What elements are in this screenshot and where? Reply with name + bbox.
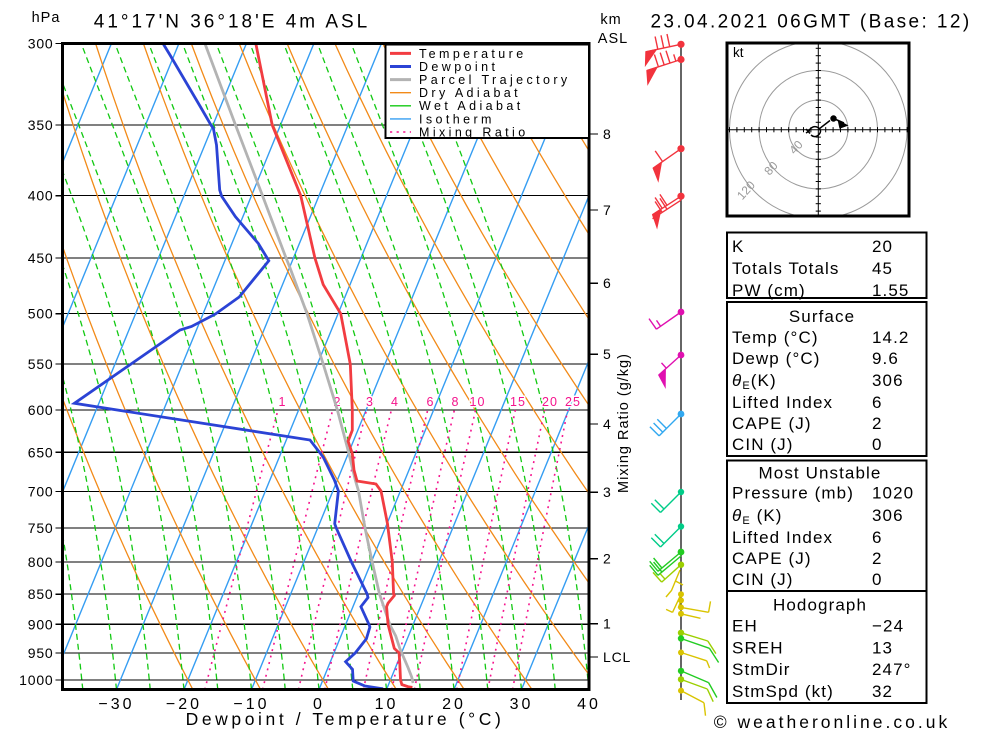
svg-text:CAPE (J): CAPE (J) [732,549,812,568]
svg-text:0: 0 [313,696,325,713]
svg-text:hPa: hPa [32,10,61,26]
svg-text:Temperature: Temperature [419,47,527,61]
svg-text:ASL: ASL [598,31,628,47]
svg-text:Most Unstable: Most Unstable [759,464,882,483]
svg-text:500: 500 [28,306,54,322]
svg-text:550: 550 [28,356,54,372]
svg-text:Mixing Ratio (g/kg): Mixing Ratio (g/kg) [616,353,632,493]
svg-text:5: 5 [603,346,612,362]
svg-text:30: 30 [510,696,534,713]
svg-text:750: 750 [28,520,54,536]
svg-text:θE (K): θE (K) [732,506,783,527]
svg-text:CIN (J): CIN (J) [732,435,794,454]
svg-text:1.55: 1.55 [872,281,910,300]
svg-text:10: 10 [375,696,399,713]
svg-text:32: 32 [872,682,893,701]
svg-text:Mixing Ratio: Mixing Ratio [419,125,529,139]
svg-text:Lifted Index: Lifted Index [732,528,833,547]
svg-text:20: 20 [442,696,466,713]
svg-text:SREH: SREH [732,639,784,658]
svg-text:7: 7 [603,202,612,218]
svg-text:km: km [600,12,621,28]
svg-text:Hodograph: Hodograph [773,596,867,615]
svg-text:306: 306 [872,371,904,390]
svg-text:900: 900 [28,616,54,632]
svg-text:400: 400 [28,188,54,204]
svg-text:Dewp (°C): Dewp (°C) [732,349,820,368]
svg-text:950: 950 [28,645,54,661]
svg-text:8: 8 [452,395,460,409]
svg-text:3: 3 [366,395,374,409]
svg-text:40: 40 [577,696,601,713]
svg-text:1020: 1020 [872,484,914,503]
svg-text:6: 6 [872,528,883,547]
svg-text:Dewpoint: Dewpoint [419,60,498,74]
svg-text:1: 1 [603,616,612,632]
svg-text:15: 15 [510,395,526,409]
svg-text:−30: −30 [98,696,134,713]
svg-text:Totals Totals: Totals Totals [732,259,840,278]
svg-text:9.6: 9.6 [872,349,899,368]
svg-text:45: 45 [872,259,893,278]
svg-text:600: 600 [28,402,54,418]
svg-text:PW (cm): PW (cm) [732,281,806,300]
svg-text:© weatheronline.co.uk: © weatheronline.co.uk [714,712,950,732]
svg-text:20: 20 [872,237,893,256]
svg-text:14.2: 14.2 [872,328,910,347]
svg-text:Surface: Surface [789,307,855,326]
svg-text:−10: −10 [233,696,269,713]
svg-text:Wet Adiabat: Wet Adiabat [419,99,524,113]
svg-text:850: 850 [28,586,54,602]
svg-text:CIN (J): CIN (J) [732,570,794,589]
svg-text:800: 800 [28,554,54,570]
svg-text:700: 700 [28,483,54,499]
svg-text:Parcel Trajectory: Parcel Trajectory [419,73,571,87]
svg-text:4: 4 [391,395,399,409]
svg-text:3: 3 [603,484,612,500]
svg-text:Temp (°C): Temp (°C) [732,328,819,347]
svg-text:6: 6 [427,395,435,409]
svg-text:2: 2 [872,414,883,433]
svg-text:0: 0 [872,435,883,454]
svg-text:LCL: LCL [603,649,631,665]
svg-text:6: 6 [872,393,883,412]
svg-text:350: 350 [28,117,54,133]
svg-text:EH: EH [732,617,758,636]
svg-text:20: 20 [542,395,558,409]
svg-text:41°17'N 36°18'E 4m ASL: 41°17'N 36°18'E 4m ASL [94,12,370,33]
svg-text:Isotherm: Isotherm [419,112,495,126]
svg-text:2: 2 [603,551,612,567]
svg-text:Lifted Index: Lifted Index [732,393,833,412]
svg-text:10: 10 [470,395,486,409]
svg-text:StmSpd (kt): StmSpd (kt) [732,682,834,701]
svg-text:8: 8 [603,126,612,142]
svg-text:K: K [732,237,744,256]
svg-text:23.04.2021 06GMT (Base: 12): 23.04.2021 06GMT (Base: 12) [650,12,971,33]
svg-text:−20: −20 [166,696,202,713]
svg-text:kt: kt [733,45,744,60]
svg-text:2: 2 [334,395,342,409]
svg-text:StmDir: StmDir [732,660,791,679]
svg-text:650: 650 [28,444,54,460]
svg-text:Dewpoint / Temperature (°C): Dewpoint / Temperature (°C) [186,709,505,729]
svg-text:13: 13 [872,639,893,658]
svg-text:1: 1 [279,395,287,409]
svg-text:247°: 247° [872,660,912,679]
svg-text:450: 450 [28,250,54,266]
svg-text:300: 300 [28,36,54,52]
svg-text:0: 0 [872,570,883,589]
svg-text:306: 306 [872,506,904,525]
svg-text:6: 6 [603,275,612,291]
svg-text:Dry Adiabat: Dry Adiabat [419,86,521,100]
svg-text:θE(K): θE(K) [732,371,777,392]
svg-text:25: 25 [565,395,581,409]
svg-text:4: 4 [603,416,612,432]
svg-text:−24: −24 [872,617,904,636]
svg-text:2: 2 [872,549,883,568]
svg-text:Pressure (mb): Pressure (mb) [732,484,854,503]
svg-text:CAPE (J): CAPE (J) [732,414,812,433]
svg-text:1000: 1000 [19,672,53,688]
